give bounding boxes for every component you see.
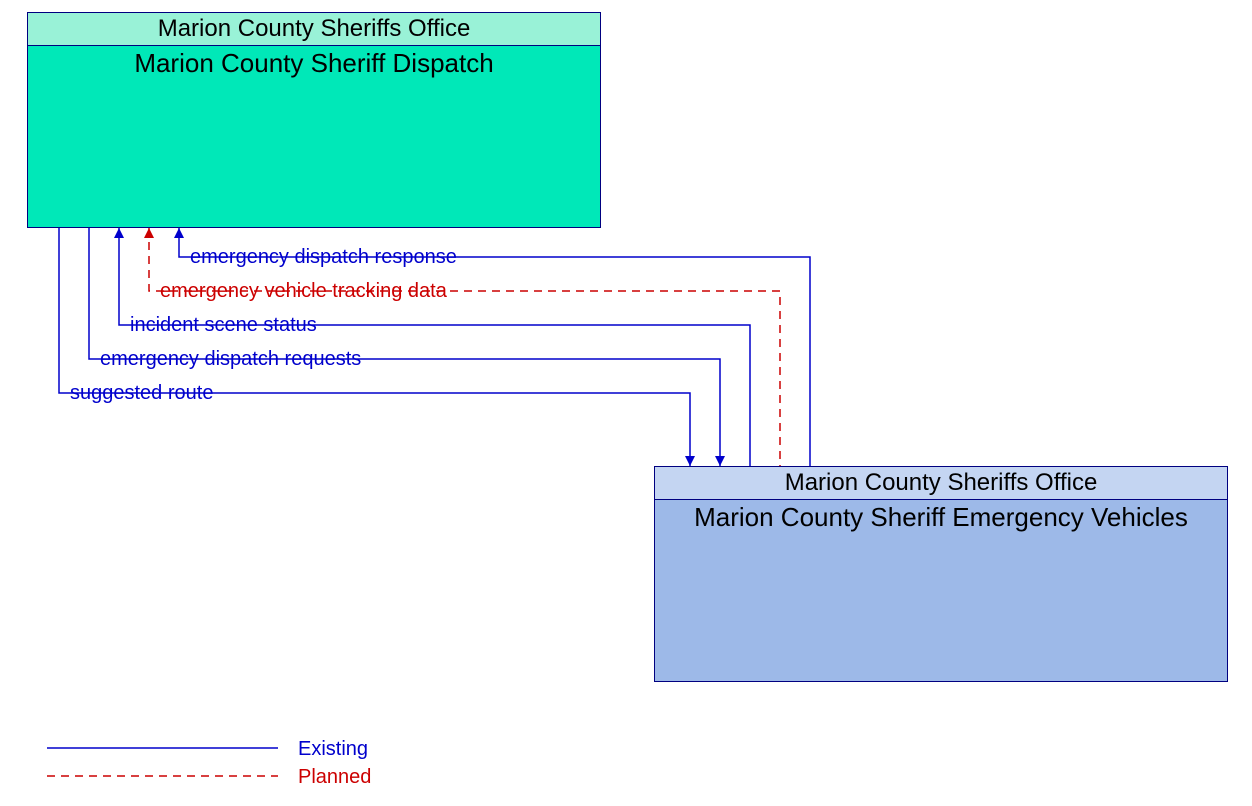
legend-label-planned: Planned — [298, 766, 371, 789]
flow-arrow-emergency-dispatch-requests — [715, 456, 725, 466]
diagram-canvas: { "diagram": { "type": "flowchart", "can… — [0, 0, 1252, 806]
flow-label-emergency-dispatch-response: emergency dispatch response — [190, 247, 457, 267]
node-vehicles-body-label: Marion County Sheriff Emergency Vehicles — [694, 502, 1188, 533]
flow-label-emergency-dispatch-requests: emergency dispatch requests — [100, 349, 361, 369]
legend-lines-group — [47, 748, 278, 776]
flow-label-suggested-route: suggested route — [70, 383, 213, 403]
node-dispatch-body: Marion County Sheriff Dispatch — [27, 46, 601, 228]
flow-arrow-emergency-vehicle-tracking-data — [144, 228, 154, 238]
flow-arrow-incident-scene-status — [114, 228, 124, 238]
node-dispatch: Marion County Sheriffs Office Marion Cou… — [27, 12, 601, 228]
flow-label-emergency-vehicle-tracking-data: emergency vehicle tracking data — [160, 281, 447, 301]
node-vehicles-header-label: Marion County Sheriffs Office — [785, 469, 1098, 497]
node-dispatch-body-label: Marion County Sheriff Dispatch — [134, 48, 493, 79]
flow-arrow-emergency-dispatch-response — [174, 228, 184, 238]
flow-arrow-suggested-route — [685, 456, 695, 466]
node-dispatch-header-label: Marion County Sheriffs Office — [158, 15, 471, 43]
flow-label-incident-scene-status: incident scene status — [130, 315, 317, 335]
node-vehicles: Marion County Sheriffs Office Marion Cou… — [654, 466, 1228, 682]
node-dispatch-header: Marion County Sheriffs Office — [27, 12, 601, 46]
legend-label-existing: Existing — [298, 738, 368, 761]
node-vehicles-header: Marion County Sheriffs Office — [654, 466, 1228, 500]
node-vehicles-body: Marion County Sheriff Emergency Vehicles — [654, 500, 1228, 682]
